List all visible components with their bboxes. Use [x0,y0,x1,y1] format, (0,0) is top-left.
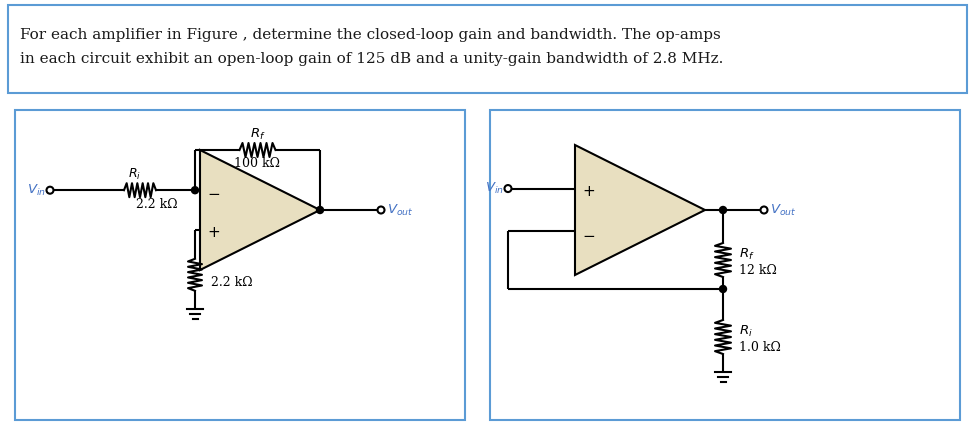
Circle shape [719,207,726,214]
Text: For each amplifier in Figure , determine the closed-loop gain and bandwidth. The: For each amplifier in Figure , determine… [20,28,720,42]
Text: 2.2 kΩ: 2.2 kΩ [211,276,253,289]
Bar [8,5,967,93]
Text: $+$: $+$ [583,185,595,199]
Bar [490,110,960,420]
Text: $R_f$: $R_f$ [250,126,265,142]
Polygon shape [575,145,705,275]
Circle shape [505,185,511,192]
Text: $V_{out}$: $V_{out}$ [387,202,414,218]
Text: 2.2 kΩ: 2.2 kΩ [136,198,178,211]
Circle shape [760,207,767,214]
Text: $R_i$: $R_i$ [128,167,142,182]
Text: $-$: $-$ [208,186,221,200]
Text: $V_{out}$: $V_{out}$ [770,202,796,218]
Circle shape [316,207,323,214]
Circle shape [47,187,54,194]
Text: 12 kΩ: 12 kΩ [739,263,777,276]
Text: $+$: $+$ [208,226,221,240]
Circle shape [719,285,726,293]
Text: 100 kΩ: 100 kΩ [234,156,280,169]
Text: 1.0 kΩ: 1.0 kΩ [739,340,781,353]
Circle shape [378,207,385,214]
Circle shape [191,187,198,194]
Text: $V_{in}$: $V_{in}$ [27,183,46,198]
Bar [15,110,465,420]
Text: $R_i$: $R_i$ [739,323,752,339]
Text: $V_{in}$: $V_{in}$ [485,181,504,196]
Text: in each circuit exhibit an open-loop gain of 125 dB and a unity-gain bandwidth o: in each circuit exhibit an open-loop gai… [20,52,723,66]
Text: $-$: $-$ [583,228,595,242]
Polygon shape [200,150,320,270]
Text: $R_f$: $R_f$ [739,246,754,262]
